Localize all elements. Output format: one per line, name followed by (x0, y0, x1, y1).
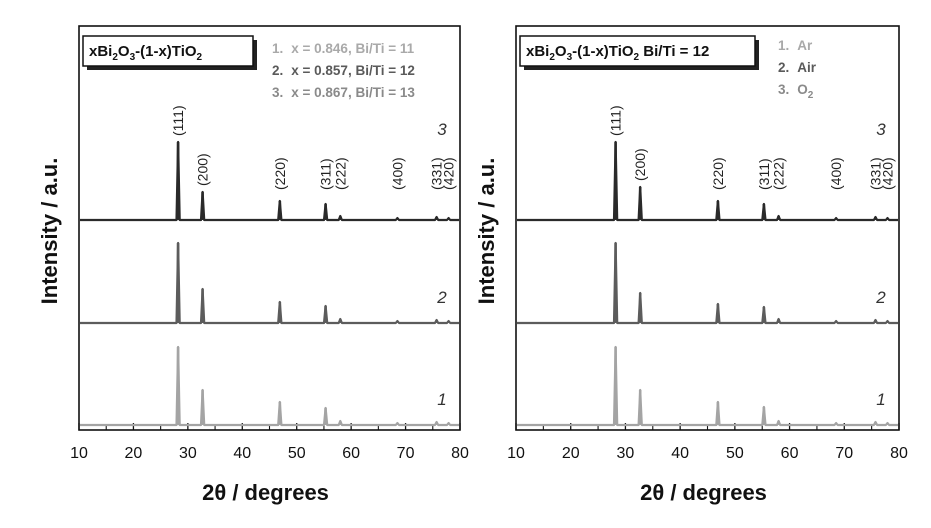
legend-item-3: 3. O2 (778, 82, 814, 101)
x-axis-label: 2θ / degrees (640, 480, 767, 505)
peak-label-111: (111) (170, 105, 186, 136)
legend-index: 3. (778, 82, 789, 97)
legend-item-3: 3. x = 0.867, Bi/Ti = 13 (272, 85, 415, 100)
panel-2: 10 20 30 40 50 60 70 80 2θ / degrees Intensity / … (474, 25, 908, 505)
plot-frame (515, 25, 900, 431)
formula-part-s3: 2 (634, 52, 640, 63)
formula-part-m1: O (555, 43, 567, 60)
legend-text: x = 0.846, Bi/Ti = 11 (291, 41, 414, 56)
x-tick-label: 80 (890, 445, 908, 462)
peak-label-200: (200) (195, 153, 211, 186)
composition-formula: xBi2O3-(1-x)TiO2 (89, 43, 203, 63)
peak-label-420: (420) (441, 157, 457, 190)
x-tick-label: 50 (726, 445, 744, 462)
x-tick-label: 30 (179, 445, 197, 462)
x-tick-label: 30 (617, 445, 635, 462)
peak-label-420: (420) (880, 157, 896, 190)
xrd-curve-1 (517, 345, 898, 427)
xrd-curve-2 (517, 241, 898, 325)
legend-item-2: 2. x = 0.857, Bi/Ti = 12 (272, 63, 415, 78)
x-tick-label: 50 (288, 445, 306, 462)
formula-part-s1: 2 (549, 52, 555, 63)
xrd-curve-1 (80, 345, 459, 427)
peak-label-220: (220) (710, 157, 726, 190)
xrd-curve-3 (517, 140, 898, 222)
peak-label-400: (400) (389, 157, 405, 190)
legend-text: Air (797, 60, 817, 75)
curve-label-3: 3 (437, 120, 447, 139)
curve-label-1: 1 (876, 390, 885, 409)
y-axis-label: Intensity / a.u. (474, 158, 499, 305)
curve-label-3: 3 (876, 120, 886, 139)
formula-part-m2: -(1-x)TiO (572, 43, 634, 60)
x-tick-label: 10 (507, 445, 525, 462)
x-tick-label: 20 (125, 445, 143, 462)
x-axis-label: 2θ / degrees (202, 480, 329, 505)
formula-part-s2: 3 (130, 52, 136, 63)
curve-label-1: 1 (437, 390, 446, 409)
formula-part-m2: -(1-x)TiO (135, 43, 197, 60)
x-tick-label: 60 (781, 445, 799, 462)
legend-text: O (797, 82, 808, 97)
legend-item-1: 1. Ar (778, 38, 813, 53)
panel-1: 10 20 30 40 50 60 70 80 2θ / degrees Intensity / … (37, 25, 469, 505)
formula-part-m1: O (118, 43, 130, 60)
composition-box (82, 35, 254, 67)
composition-box (519, 35, 756, 67)
x-tick-label: 80 (451, 445, 469, 462)
formula-part-main: xBi (89, 43, 112, 60)
peak-label-222: (222) (332, 157, 348, 190)
composition-formula: xBi2O3-(1-x)TiO2 Bi/Ti = 12 (526, 43, 709, 63)
legend-index: 3. (272, 85, 283, 100)
x-tick-label: 70 (397, 445, 415, 462)
curve-label-2: 2 (436, 288, 447, 307)
legend-index: 1. (778, 38, 789, 53)
legend-index: 1. (272, 41, 283, 56)
x-tick-label: 40 (671, 445, 689, 462)
peak-label-200: (200) (632, 148, 648, 181)
formula-part-main: xBi (526, 43, 549, 60)
peak-label-222: (222) (771, 157, 787, 190)
y-axis-label: Intensity / a.u. (37, 158, 62, 305)
x-tick-label: 70 (835, 445, 853, 462)
legend-index: 2. (272, 63, 283, 78)
x-tick-label: 10 (70, 445, 88, 462)
legend-index: 2. (778, 60, 789, 75)
curve-label-2: 2 (875, 288, 886, 307)
peak-label-220: (220) (272, 157, 288, 190)
xrd-curve-2 (80, 241, 459, 325)
peak-label-331: (331) (867, 157, 883, 190)
peak-label-331: (331) (429, 157, 445, 190)
peak-label-311: (311) (756, 158, 772, 190)
legend-text: Ar (797, 38, 813, 53)
formula-part-s2: 3 (567, 52, 573, 63)
formula-part-s1: 2 (112, 52, 118, 63)
legend-text: x = 0.867, Bi/Ti = 13 (291, 85, 415, 100)
formula-part-s3: 2 (197, 52, 203, 63)
legend-text: x = 0.857, Bi/Ti = 12 (291, 63, 415, 78)
legend-item-2: 2. Air (778, 60, 817, 75)
peak-label-311: (311) (318, 158, 334, 190)
x-tick-label: 60 (342, 445, 360, 462)
peak-label-400: (400) (828, 157, 844, 190)
legend-subscript: 2 (808, 90, 814, 101)
x-tick-label: 20 (562, 445, 580, 462)
formula-part-tail: Bi/Ti = 12 (639, 43, 709, 60)
peak-label-111: (111) (608, 105, 624, 136)
legend-item-1: 1. x = 0.846, Bi/Ti = 11 (272, 41, 415, 56)
x-tick-label: 40 (233, 445, 251, 462)
